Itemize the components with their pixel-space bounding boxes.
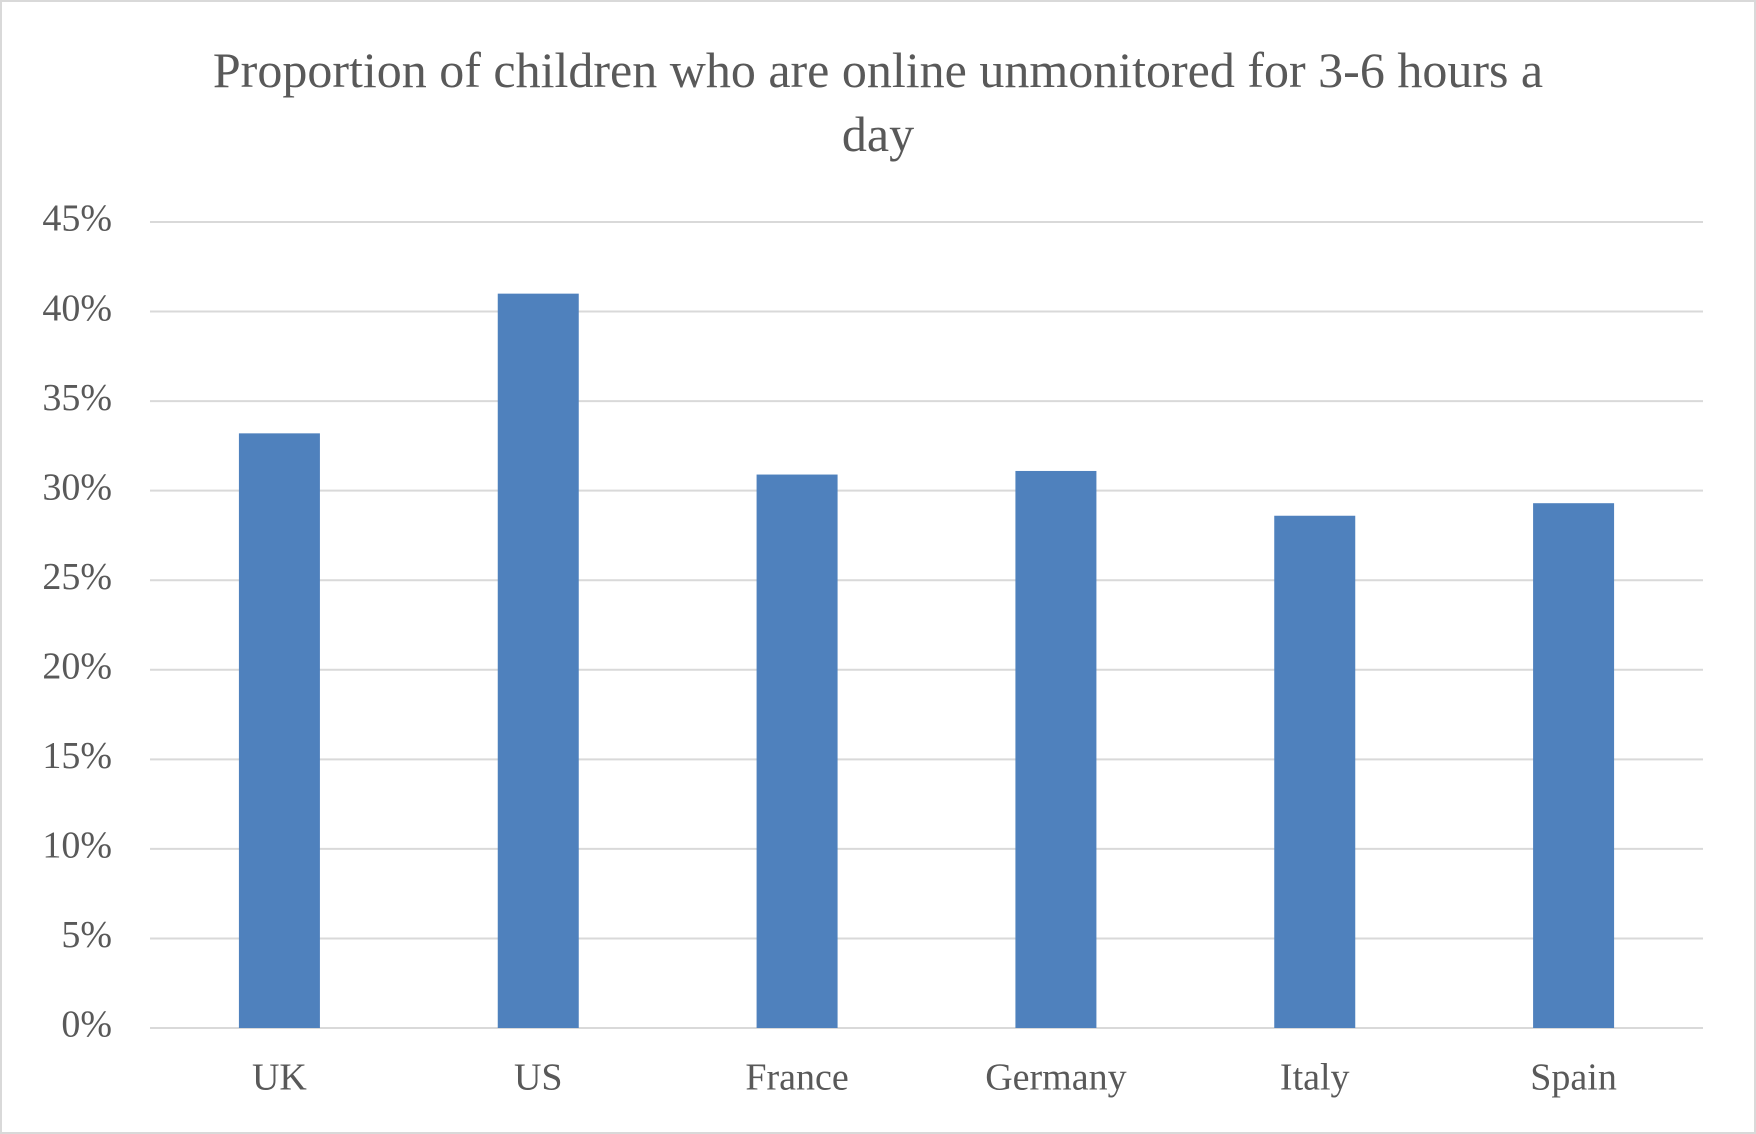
bar	[1015, 470, 1097, 1028]
x-tick-label: Spain	[1530, 1057, 1617, 1099]
bar	[238, 433, 320, 1029]
bar	[1533, 503, 1615, 1028]
bar	[1274, 515, 1356, 1028]
bar	[497, 293, 579, 1029]
y-tick-label: 25%	[42, 556, 112, 598]
x-tick-label: UK	[252, 1057, 307, 1099]
y-tick-label: 10%	[42, 825, 112, 867]
bar	[756, 474, 838, 1029]
y-tick-label: 15%	[42, 735, 112, 777]
x-tick-label: Italy	[1280, 1057, 1350, 1099]
y-tick-label: 45%	[42, 198, 112, 240]
y-tick-label: 5%	[61, 914, 112, 956]
y-tick-label: 20%	[42, 645, 112, 687]
y-tick-label: 30%	[42, 466, 112, 508]
x-tick-label: Germany	[985, 1057, 1126, 1099]
y-tick-label: 0%	[61, 1004, 112, 1046]
y-tick-label: 35%	[42, 377, 112, 419]
x-tick-label: US	[514, 1057, 563, 1099]
x-tick-label: France	[745, 1057, 848, 1099]
y-tick-label: 40%	[42, 287, 112, 329]
chart-title: Proportion of children who are online un…	[212, 42, 1544, 162]
